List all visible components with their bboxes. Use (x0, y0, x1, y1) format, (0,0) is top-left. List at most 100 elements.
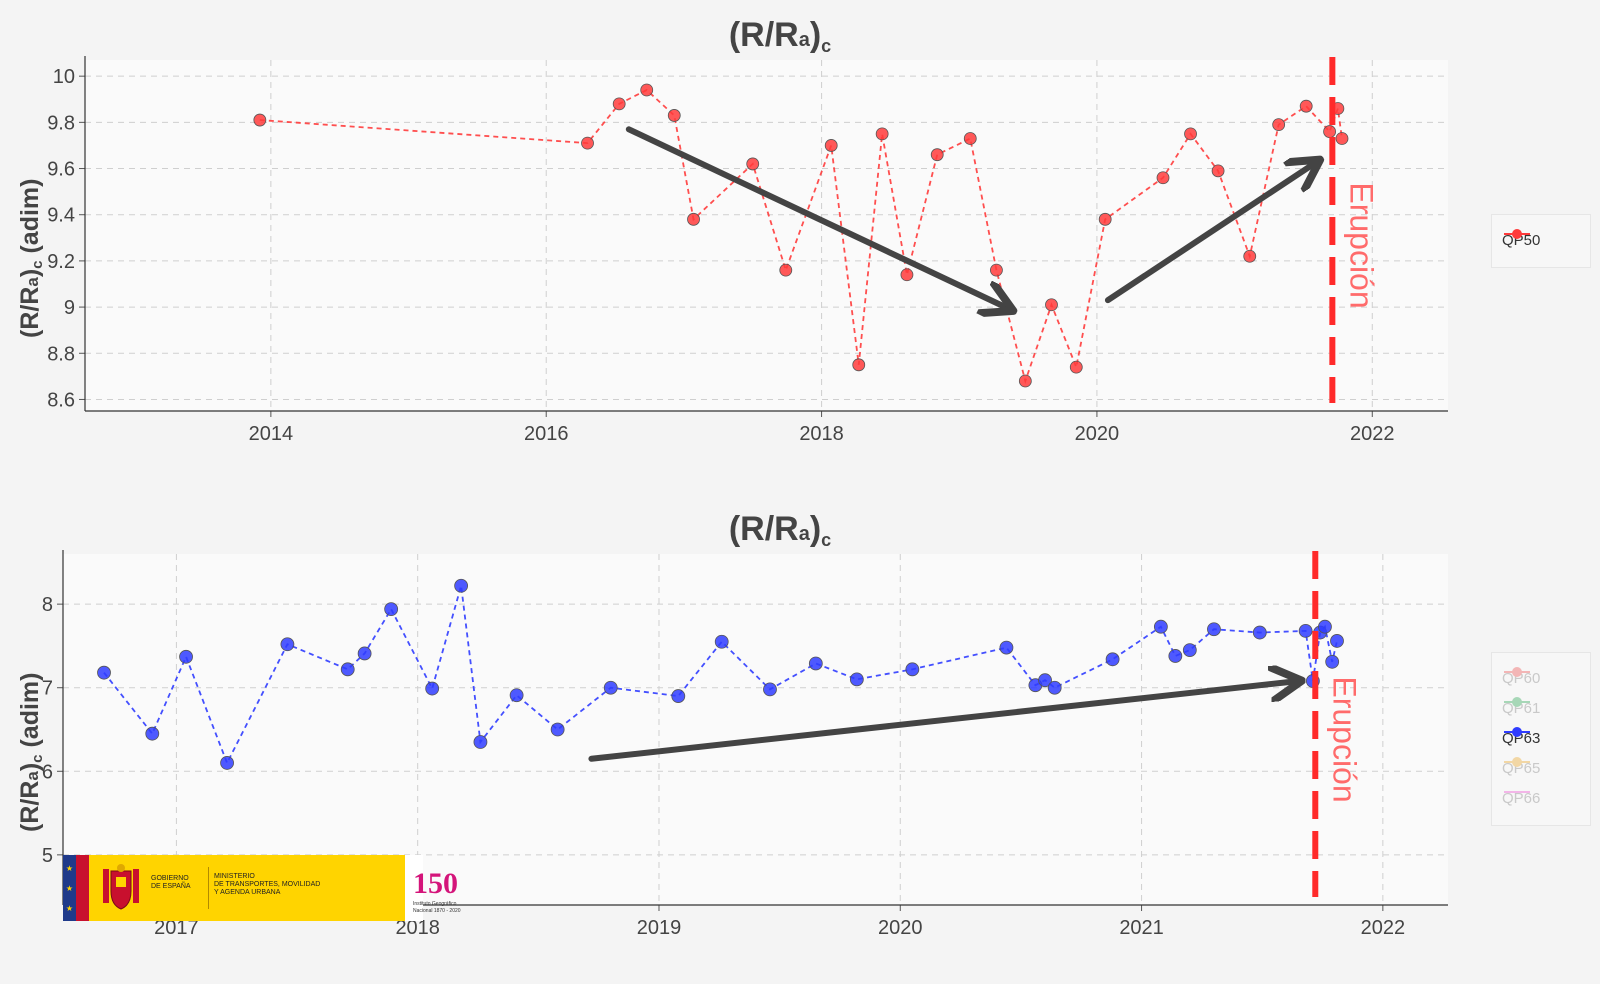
government-banner (89, 855, 405, 921)
data-point (220, 756, 234, 770)
data-point (1323, 125, 1336, 138)
legend-item-qp65[interactable]: QP65 (1502, 755, 1540, 781)
coat-of-arms-icon (103, 864, 139, 910)
data-point (1211, 164, 1225, 178)
y-tick-label: 8.8 (47, 343, 75, 365)
chart-panel-qp50: (R/Ra)c (R/Ra)c (adim) 2014 2016 2018 2020 2… (16, 16, 1591, 445)
x-tick-label: 2017 (154, 917, 199, 939)
data-point (1272, 118, 1286, 132)
data-point (1038, 673, 1052, 688)
data-point (357, 646, 372, 661)
data-point (1298, 623, 1313, 638)
y-tick-label: 7 (42, 678, 53, 700)
data-point (746, 157, 760, 171)
legend-label: QP60 (1502, 669, 1541, 687)
legend-swatch-icon (1504, 727, 1530, 737)
data-point (473, 735, 488, 749)
eu-stars-icon: ★ ★ ★ (66, 864, 73, 913)
legend-marker (1512, 757, 1522, 767)
y-tick-label: 9 (64, 297, 75, 319)
data-point (1243, 249, 1257, 263)
data-point (1184, 127, 1197, 141)
legend-item-qp66[interactable]: QP66 (1502, 785, 1540, 811)
data-point (603, 680, 618, 695)
data-point (905, 662, 920, 677)
x-tick-label: 2018 (395, 917, 440, 939)
y-tick-label: 9.4 (47, 205, 75, 227)
legend-swatch-icon (1504, 697, 1530, 707)
ministry-text: MINISTERIO DE TRANSPORTES, MOVILIDAD Y A… (214, 873, 321, 896)
data-point (900, 268, 914, 282)
trend-arrow (625, 126, 1010, 309)
legend-marker (1512, 229, 1522, 239)
chart-panel-qp63: (R/Ra)c (R/Ra)c (adim) 2017 2018 2019 2020 2… (0, 492, 1600, 984)
data-point (454, 578, 469, 593)
y-tick-label: 5 (42, 845, 53, 867)
svg-text:★: ★ (66, 864, 73, 873)
legend-label: QP50 (1502, 231, 1541, 249)
logo-divider (208, 867, 209, 909)
legend-item-qp61[interactable]: QP61 (1502, 695, 1540, 721)
ign-anniversary-logo: 150 Instituto Geográfico Nacional 1870 -… (413, 867, 461, 914)
trend-arrow (1104, 162, 1317, 304)
legend-swatch-icon (1504, 757, 1530, 767)
legend-item-qp50[interactable]: QP50 (1502, 227, 1540, 253)
data-point (849, 672, 864, 687)
y-tick-label: 9.2 (47, 251, 75, 273)
y-tick-label: 6 (42, 761, 53, 783)
data-point (145, 726, 160, 741)
data-point (509, 688, 524, 703)
data-point (550, 722, 565, 737)
legend-label: QP65 (1502, 759, 1541, 777)
data-point (1069, 360, 1083, 374)
eu-flag-icon: ★ ★ ★ (63, 855, 76, 921)
x-tick-label: 2020 (1075, 423, 1120, 445)
legend: QP50 (1491, 214, 1591, 268)
plot-background (85, 60, 1448, 411)
data-point (1335, 132, 1349, 145)
data-point (1207, 622, 1221, 637)
data-point (808, 656, 823, 671)
legend-swatch-icon (1504, 667, 1530, 677)
ign-number: 150 (413, 867, 458, 900)
data-point (1318, 619, 1332, 634)
data-point (1182, 643, 1197, 658)
data-point (253, 113, 267, 127)
data-point (779, 263, 793, 277)
y-tick-label: 8.6 (47, 389, 75, 411)
y-tick-label: 9.6 (47, 159, 75, 181)
data-point (714, 634, 729, 649)
data-point (425, 681, 440, 696)
data-point (1047, 680, 1062, 695)
data-point (1018, 374, 1032, 388)
data-point (763, 682, 777, 697)
data-point (97, 665, 111, 680)
data-point (963, 132, 977, 145)
series-line-qp50 (259, 88, 1343, 385)
data-point (581, 136, 594, 150)
data-point (1168, 649, 1183, 663)
data-point (1045, 298, 1058, 312)
legend-item-qp63[interactable]: QP63 (1502, 725, 1540, 751)
x-tick-label: 2021 (1119, 917, 1164, 939)
data-point (875, 127, 889, 141)
government-text: GOBIERNO DE ESPAÑA (151, 875, 191, 890)
x-tick-label: 2022 (1350, 423, 1395, 445)
chart-title: (R/Ra)c (728, 510, 832, 550)
legend-swatch-icon (1504, 229, 1530, 239)
ign-text-1: Instituto Geográfico (413, 901, 457, 907)
chart-title: (R/Ra)c (728, 16, 832, 56)
legend-marker (1512, 667, 1522, 677)
x-tick-label: 2016 (524, 423, 569, 445)
svg-text:★: ★ (66, 884, 73, 893)
data-point (990, 263, 1003, 277)
legend-item-qp60[interactable]: QP60 (1502, 665, 1540, 691)
data-point (824, 139, 838, 152)
institutional-logos: ★ ★ ★ GOBIERNO DE ESPAÑA MINISTERIO DE T… (63, 855, 461, 921)
legend-label: QP66 (1502, 789, 1541, 807)
ign-text-2: Nacional 1870 - 2020 (413, 908, 461, 914)
data-point (1299, 99, 1313, 113)
data-point (1105, 652, 1120, 667)
spain-flag-stripe (76, 855, 89, 921)
x-tick-label: 2018 (799, 423, 844, 445)
